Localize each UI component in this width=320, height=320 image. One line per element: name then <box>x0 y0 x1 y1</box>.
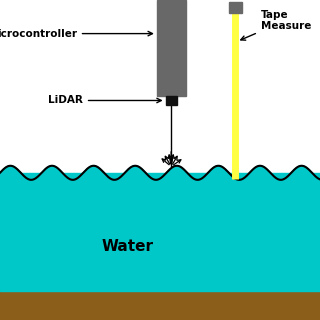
Text: Water: Water <box>102 239 154 254</box>
Text: LiDAR: LiDAR <box>48 95 161 106</box>
Text: Tape
Measure: Tape Measure <box>241 10 311 40</box>
Bar <box>0 173 320 291</box>
Bar <box>157 0 186 96</box>
Bar <box>166 96 177 105</box>
Bar <box>229 2 242 13</box>
Bar <box>0 291 320 320</box>
Text: icrocontroller: icrocontroller <box>0 28 152 39</box>
